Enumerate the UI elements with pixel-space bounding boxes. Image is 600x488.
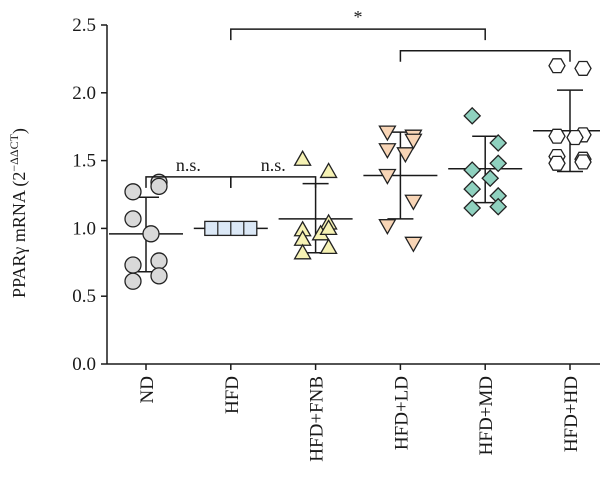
data-point-triangle-down [378,168,397,185]
y-axis-title: PPARγ mRNA (2−ΔΔCT) [7,128,30,298]
data-point-hexagon [574,60,592,76]
y-tick-label: 2.0 [72,83,96,104]
data-point-circle [150,267,168,285]
error-bars [109,89,600,273]
significance-brackets: n.s. n.s. * [145,7,571,188]
data-point-diamond [463,161,482,180]
y-tick-label: 0.0 [72,354,96,375]
data-point-hexagon [548,128,566,144]
axes [106,25,600,365]
y-tick-label: 1.0 [72,218,96,239]
data-point-circle [150,252,168,270]
data-point-circle [124,210,142,228]
x-axis-labels: ND HFD HFD+FNB HFD+LD HFD+MD HFD+HD [137,364,582,462]
data-point-circle [124,256,142,274]
data-point-triangle-down [378,125,397,142]
data-point-diamond [463,199,482,217]
x-category-label: ND [137,376,158,403]
data-point-circle [124,272,142,290]
data-point-triangle-up [293,149,312,166]
significance-bracket [230,28,486,41]
data-point-diamond [489,197,508,216]
significance-label: n.s. [261,155,286,175]
data-point-triangle-down [396,147,415,164]
significance-bracket [230,176,317,188]
data-point-triangle-up [319,162,338,179]
data-point-hexagon [574,154,592,170]
data-point-triangle-up [319,238,338,255]
data-point-triangle-up [319,219,338,236]
x-category-label: HFD [222,376,243,414]
y-tick-label: 1.5 [72,151,96,172]
data-point-triangle-down [404,236,423,253]
significance-label: n.s. [176,155,201,175]
y-axis-title-close: ) [9,128,30,134]
data-point-triangle-down [378,219,397,235]
x-category-label: HFD+MD [476,376,497,455]
y-tick-label: 2.5 [72,15,96,36]
data-point-hexagon [548,155,566,171]
data-point-diamond [481,169,500,188]
data-point-circle [142,225,160,243]
data-point-hexagon [548,58,566,74]
data-point-triangle-up [293,243,312,260]
x-category-label: HFD+HD [561,376,582,452]
data-point-diamond [463,180,482,198]
x-category-label: HFD+LD [391,376,412,450]
data-point-circle [124,183,142,201]
data-point-triangle-down [404,133,423,150]
x-category-label: HFD+FNB [307,376,328,462]
y-tick-label: 0.5 [72,286,96,307]
y-axis-title-main: PPARγ mRNA (2 [9,172,30,298]
data-point-diamond [489,134,508,152]
data-point-hexagon [566,129,584,146]
y-axis-title-superscript: −ΔΔCT [7,133,21,171]
significance-bracket [399,50,571,62]
significance-label: * [354,7,363,27]
data-point-triangle-down [404,194,423,211]
data-point-diamond [489,154,508,173]
data-point-triangle-down [378,143,397,160]
data-points [124,58,592,290]
data-point-diamond [463,106,482,125]
data-point-circle [150,177,168,196]
y-axis-ticks: 0.0 0.5 1.0 1.5 2.0 2.5 [72,15,107,375]
